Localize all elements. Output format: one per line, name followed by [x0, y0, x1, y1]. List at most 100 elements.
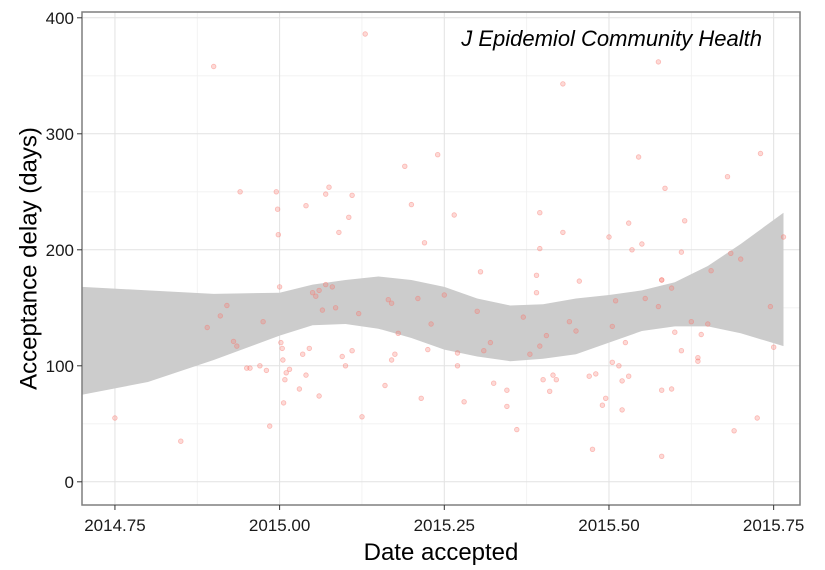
data-point	[659, 387, 665, 393]
data-point	[349, 348, 355, 354]
data-point	[388, 300, 395, 306]
y-tick-label: 300	[46, 125, 74, 144]
grid-lines	[82, 12, 800, 505]
data-point	[319, 307, 326, 313]
data-point	[382, 382, 388, 389]
axis-ticks: 2014.75 2015.00 2015.25 2015.50 2015.75 0 100 2…	[46, 9, 805, 535]
data-point	[504, 387, 510, 393]
data-point	[767, 303, 774, 310]
data-point	[533, 290, 540, 296]
data-point	[728, 250, 734, 256]
data-point	[678, 348, 685, 354]
data-point	[543, 332, 550, 339]
data-point	[780, 234, 787, 240]
data-point	[477, 269, 484, 275]
data-point	[619, 407, 625, 413]
data-points	[112, 31, 787, 459]
data-point	[678, 249, 685, 255]
data-point	[606, 234, 612, 240]
data-point	[668, 386, 675, 392]
data-point	[626, 373, 632, 379]
data-point	[757, 150, 764, 157]
data-point	[342, 363, 349, 369]
data-point	[771, 344, 777, 350]
y-tick-label: 400	[46, 9, 74, 28]
data-point	[283, 370, 289, 376]
data-point	[672, 329, 678, 335]
data-point	[392, 351, 398, 357]
data-point	[336, 229, 342, 236]
data-point	[537, 245, 543, 252]
data-point	[280, 357, 286, 363]
data-point	[316, 393, 322, 399]
data-point	[273, 189, 279, 195]
data-point	[435, 151, 441, 158]
data-point	[540, 377, 546, 383]
data-point	[688, 319, 694, 325]
data-point	[682, 218, 688, 224]
data-point	[708, 268, 714, 274]
data-point	[339, 353, 345, 360]
data-point	[454, 363, 461, 369]
data-point	[276, 284, 283, 290]
data-point	[655, 303, 662, 310]
data-point	[514, 426, 520, 433]
data-point	[415, 295, 421, 302]
x-axis-title: Date accepted	[364, 539, 519, 566]
data-point	[527, 351, 533, 357]
data-point	[356, 310, 362, 317]
data-point	[178, 438, 184, 444]
x-tick-label: 2014.75	[84, 516, 145, 535]
x-tick-label: 2015.25	[414, 516, 475, 535]
data-point	[662, 185, 668, 191]
data-point	[278, 339, 284, 346]
y-tick-label: 0	[65, 473, 74, 492]
data-point	[659, 277, 665, 283]
data-point	[441, 292, 447, 298]
data-point	[474, 308, 480, 314]
data-point	[738, 256, 744, 262]
data-point	[635, 154, 642, 160]
data-point	[323, 281, 329, 288]
data-point	[329, 284, 335, 290]
data-point	[609, 359, 615, 365]
data-point	[237, 189, 243, 195]
x-tick-label: 2015.00	[249, 516, 310, 535]
data-point	[217, 313, 223, 319]
data-point	[428, 321, 434, 327]
data-point	[313, 293, 319, 299]
data-point	[695, 355, 701, 361]
data-point	[282, 377, 288, 383]
data-point	[326, 184, 332, 190]
data-point	[754, 415, 760, 421]
data-point	[655, 59, 662, 65]
y-tick-label: 100	[46, 357, 74, 376]
data-point	[388, 357, 395, 363]
data-point	[243, 365, 250, 371]
data-point	[309, 290, 316, 296]
confidence-band	[82, 212, 784, 395]
data-point	[332, 305, 339, 311]
data-point	[359, 414, 365, 420]
data-point	[520, 314, 526, 320]
data-point	[210, 63, 217, 70]
data-point	[300, 351, 306, 357]
data-point	[306, 345, 312, 352]
x-tick-label: 2015.75	[743, 516, 804, 535]
data-point	[550, 372, 556, 378]
data-point	[573, 328, 579, 334]
data-point	[385, 297, 391, 303]
data-point	[286, 366, 293, 372]
data-point	[260, 319, 266, 325]
data-point	[454, 350, 461, 356]
data-point	[362, 31, 368, 37]
data-point	[560, 229, 566, 236]
data-point	[204, 324, 210, 331]
data-point	[724, 173, 731, 180]
data-point	[274, 206, 281, 212]
data-point	[451, 212, 457, 218]
data-point	[395, 330, 401, 336]
data-point	[418, 395, 424, 401]
data-point	[491, 380, 497, 386]
data-point	[504, 403, 510, 410]
